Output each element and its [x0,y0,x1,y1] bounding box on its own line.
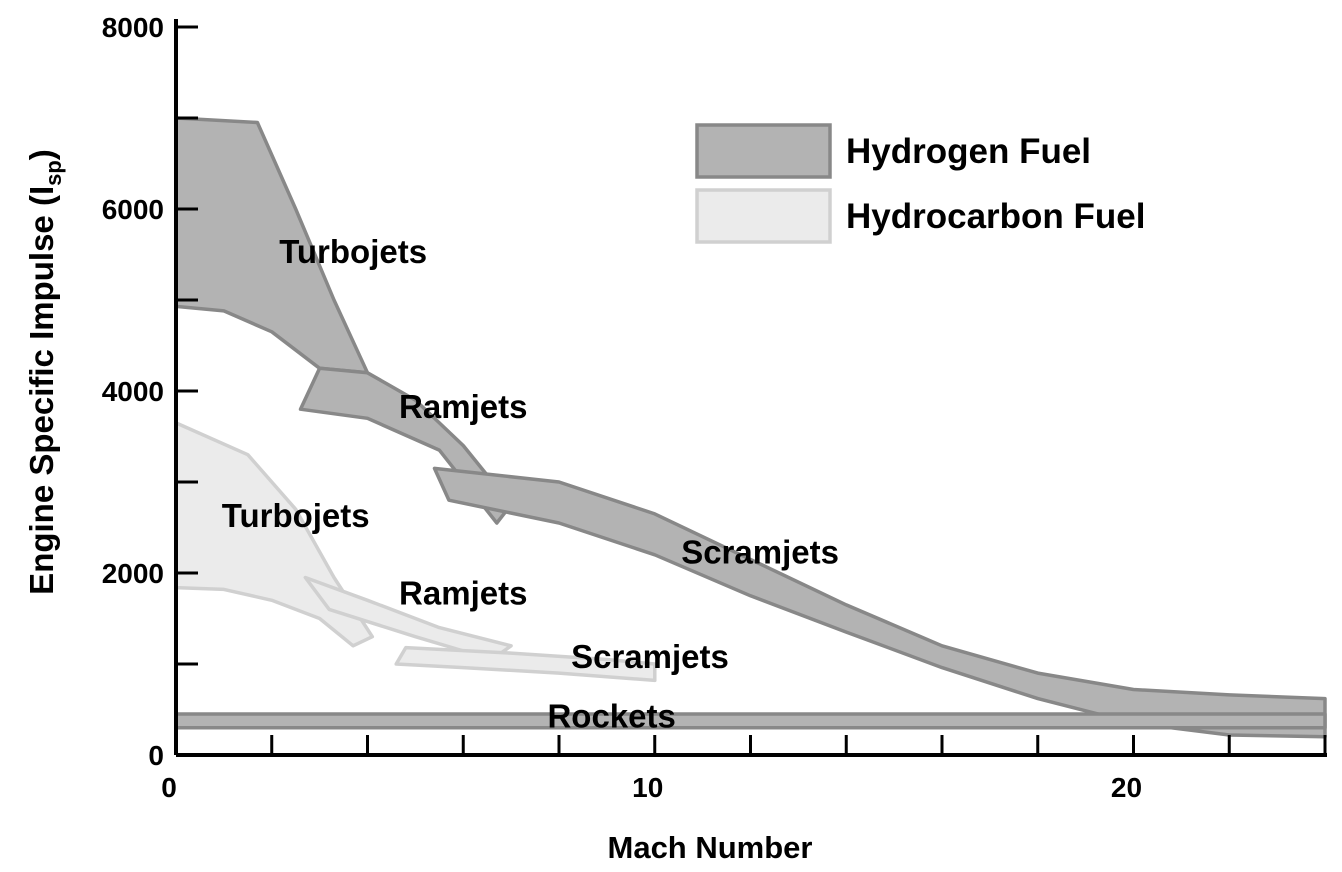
y-axis-title-main: Engine Specific Impulse (I [23,186,60,595]
hydrocarbon-fuel-scramjets-area [394,645,657,683]
hydrocarbon-fuel-legend-swatch [695,188,832,244]
hydrocarbon-fuel-turbojets-label: Turbojets [222,497,370,534]
y-tick-label: 2000 [102,558,164,589]
hydrogen-fuel-legend-label: Hydrogen Fuel [846,132,1091,171]
y-tick-label: 4000 [102,376,164,407]
hydrogen-fuel-ramjets-label: Ramjets [399,388,527,425]
y-tick-label: 6000 [102,194,164,225]
hydrogen-fuel-rockets-area [174,712,1327,730]
hydrogen-fuel-rockets-label: Rockets [547,697,675,734]
x-tick-label: 0 [161,772,177,803]
y-axis-title: Engine Specific Impulse (Isp) [23,149,66,595]
hydrocarbon-fuel-ramjets-label: Ramjets [399,574,527,611]
x-axis-title: Mach Number [608,830,813,865]
y-axis-title-subscript: sp [41,160,66,186]
hydrocarbon-fuel-legend-label: Hydrocarbon Fuel [846,197,1145,236]
hydrogen-fuel-turbojets-label: Turbojets [279,233,427,270]
y-tick-label: 0 [148,740,164,771]
y-axis-title-close: ) [23,149,60,160]
hydrocarbon-fuel-scramjets-label: Scramjets [571,638,729,675]
hydrogen-fuel-ramjets-area [298,366,513,525]
region-labels: Turbojets Ramjets Scramjets Rockets Turbojet… [222,233,839,734]
x-tick-label: 20 [1111,772,1142,803]
hydrogen-fuel-scramjets-label: Scramjets [681,534,839,571]
axes: 0 10 20 0 2000 4000 6000 8000 [102,12,1327,803]
hydrogen-fuel-legend-swatch [695,123,832,179]
x-tick-label: 10 [632,772,663,803]
legend: Hydrogen Fuel Hydrocarbon Fuel [695,123,1145,244]
y-tick-label: 8000 [102,12,164,43]
